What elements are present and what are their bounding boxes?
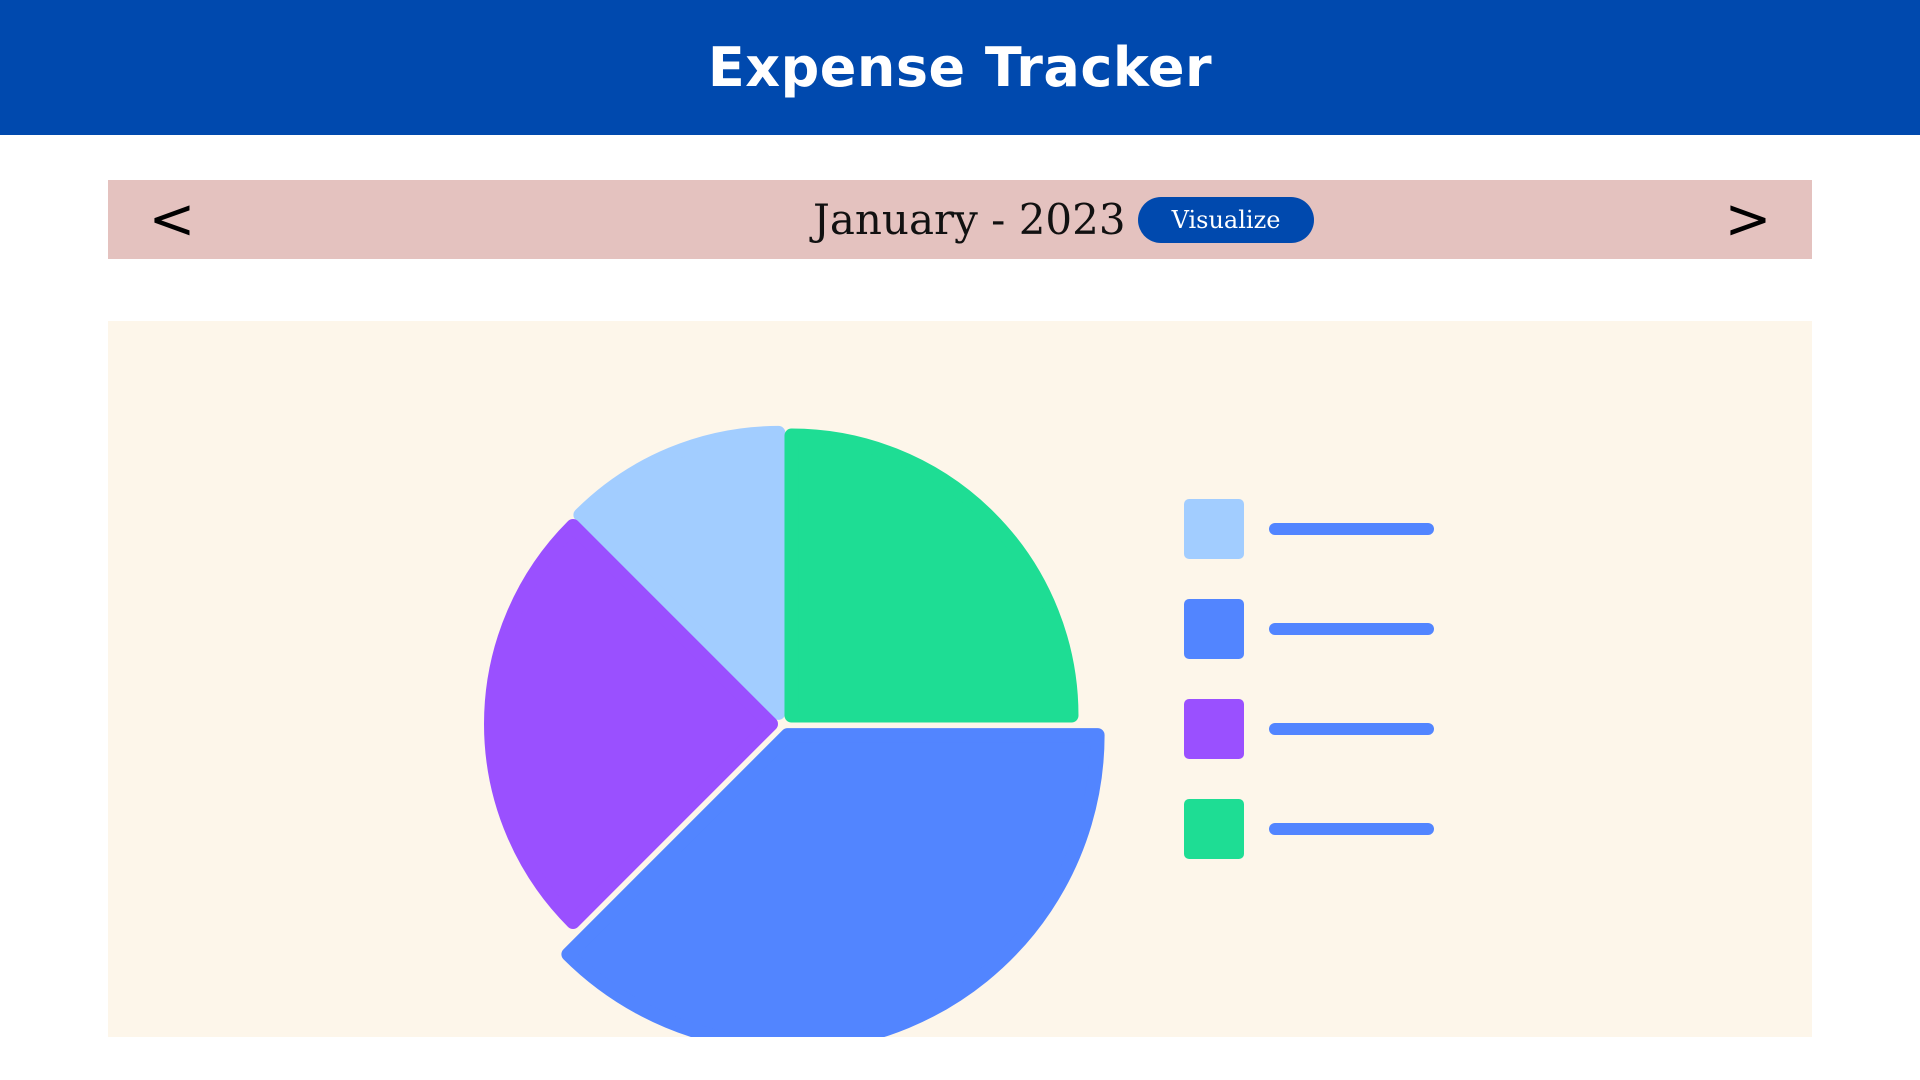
legend-swatch bbox=[1184, 599, 1244, 659]
pie-slice bbox=[561, 728, 1105, 1037]
previous-month-button[interactable]: < bbox=[148, 187, 196, 252]
legend-label-placeholder bbox=[1269, 523, 1434, 535]
legend-swatch bbox=[1184, 799, 1244, 859]
app-title: Expense Tracker bbox=[707, 36, 1213, 99]
legend-label-placeholder bbox=[1269, 623, 1434, 635]
chart-panel bbox=[108, 321, 1812, 1037]
visualize-button[interactable]: Visualize bbox=[1138, 197, 1314, 243]
pie-chart bbox=[484, 425, 1434, 1037]
legend-swatch bbox=[1184, 699, 1244, 759]
legend-label-placeholder bbox=[1269, 823, 1434, 835]
legend-label-placeholder bbox=[1269, 723, 1434, 735]
app-header: Expense Tracker bbox=[0, 0, 1920, 135]
pie-slice bbox=[484, 519, 778, 929]
legend-swatch bbox=[1184, 499, 1244, 559]
month-label: January - 2023 bbox=[813, 195, 1126, 244]
pie-slice bbox=[573, 425, 786, 720]
pie-slice bbox=[784, 428, 1079, 723]
month-navigation-bar: < January - 2023 Visualize > bbox=[108, 180, 1812, 259]
next-month-button[interactable]: > bbox=[1724, 187, 1772, 252]
